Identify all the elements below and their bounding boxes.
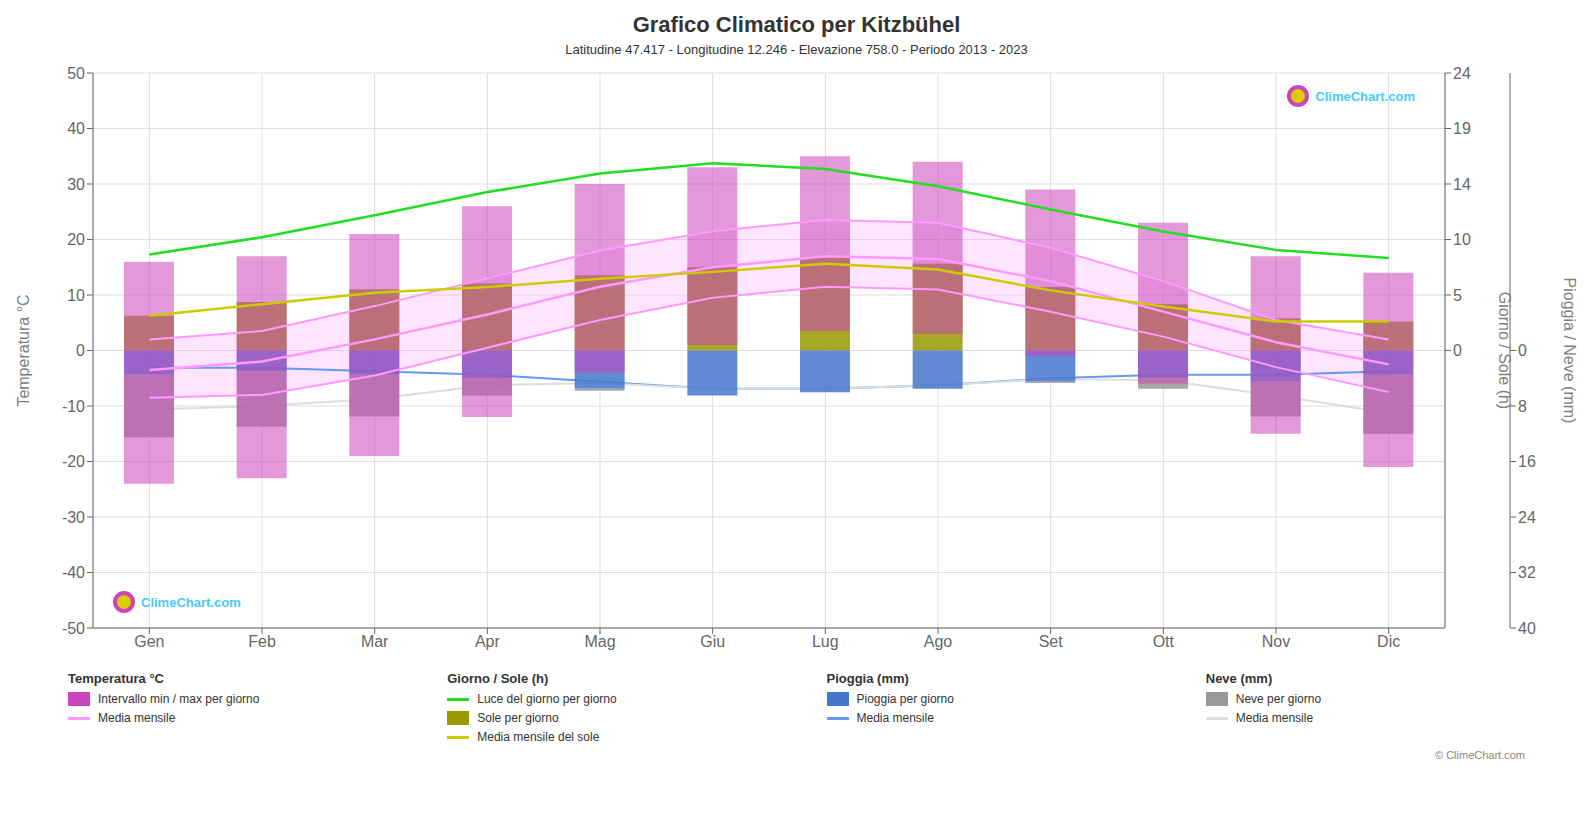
svg-text:40: 40 (67, 120, 85, 137)
html-text:ClimeChart.com: ClimeChart.com (1315, 88, 1415, 104)
html-text:Luce del giorno per giorno: Luce del giorno per giorno (477, 692, 617, 706)
html-text:© ClimeChart.com: © ClimeChart.com (1435, 749, 1525, 761)
html-text:Media mensile: Media mensile (856, 711, 934, 725)
svg-text:24: 24 (1518, 509, 1536, 526)
svg-text:Giu: Giu (700, 633, 725, 650)
svg-text:14: 14 (1453, 176, 1471, 193)
svg-text:8: 8 (1518, 398, 1527, 415)
svg-text:Apr: Apr (475, 633, 501, 650)
html-text:Grafico Climatico per Kitzbühe: Grafico Climatico per Kitzbühel (632, 12, 961, 37)
html-text:Latitudine 47.417 - Longitudin: Latitudine 47.417 - Longitudine 12.246 -… (565, 42, 1028, 57)
svg-text:0: 0 (76, 342, 85, 359)
html-text:Pioggia (mm): Pioggia (mm) (826, 671, 909, 686)
svg-text:Giorno / Sole (h): Giorno / Sole (h) (1496, 292, 1513, 409)
svg-text:Mar: Mar (361, 633, 389, 650)
svg-text:10: 10 (1453, 231, 1471, 248)
html-text:Media mensile: Media mensile (1235, 711, 1314, 725)
html-text:Sole per giorno: Sole per giorno (477, 711, 559, 725)
svg-text:Lug: Lug (812, 633, 839, 650)
svg-text:Feb: Feb (248, 633, 276, 650)
svg-text:50: 50 (67, 65, 85, 82)
svg-text:0: 0 (1518, 342, 1527, 359)
svg-text:16: 16 (1518, 453, 1536, 470)
html-text:Media mensile del sole: Media mensile del sole (477, 730, 600, 744)
html-text:Media mensile: Media mensile (98, 711, 176, 725)
html-text:Pioggia per giorno: Pioggia per giorno (856, 692, 954, 706)
html-text:Giorno / Sole (h): Giorno / Sole (h) (447, 671, 549, 686)
svg-text:Set: Set (1039, 633, 1064, 650)
svg-text:Nov: Nov (1262, 633, 1290, 650)
svg-text:Ott: Ott (1153, 633, 1175, 650)
svg-text:-40: -40 (62, 564, 85, 581)
svg-text:24: 24 (1453, 65, 1471, 82)
svg-text:Dic: Dic (1377, 633, 1400, 650)
svg-text:40: 40 (1518, 620, 1536, 637)
html-text:Neve (mm): Neve (mm) (1205, 671, 1273, 686)
svg-text:Pioggia / Neve (mm): Pioggia / Neve (mm) (1561, 278, 1578, 424)
svg-text:-10: -10 (62, 398, 85, 415)
svg-text:20: 20 (67, 231, 85, 248)
svg-text:-30: -30 (62, 509, 85, 526)
html-text:ClimeChart.com: ClimeChart.com (141, 594, 241, 610)
svg-text:Mag: Mag (584, 633, 615, 650)
svg-text:10: 10 (67, 287, 85, 304)
html-text:Intervallo min / max per giorn: Intervallo min / max per giorno (98, 692, 260, 706)
html-text:Temperatura °C: Temperatura °C (68, 671, 164, 686)
svg-text:19: 19 (1453, 120, 1471, 137)
svg-text:0: 0 (1453, 342, 1462, 359)
svg-text:30: 30 (67, 176, 85, 193)
svg-text:-20: -20 (62, 453, 85, 470)
html-text:Neve per giorno: Neve per giorno (1235, 692, 1322, 706)
svg-text:32: 32 (1518, 564, 1536, 581)
svg-text:-50: -50 (62, 620, 85, 637)
svg-text:Gen: Gen (134, 633, 164, 650)
svg-text:5: 5 (1453, 287, 1462, 304)
svg-text:Ago: Ago (924, 633, 953, 650)
svg-text:Temperatura °C: Temperatura °C (15, 294, 32, 406)
